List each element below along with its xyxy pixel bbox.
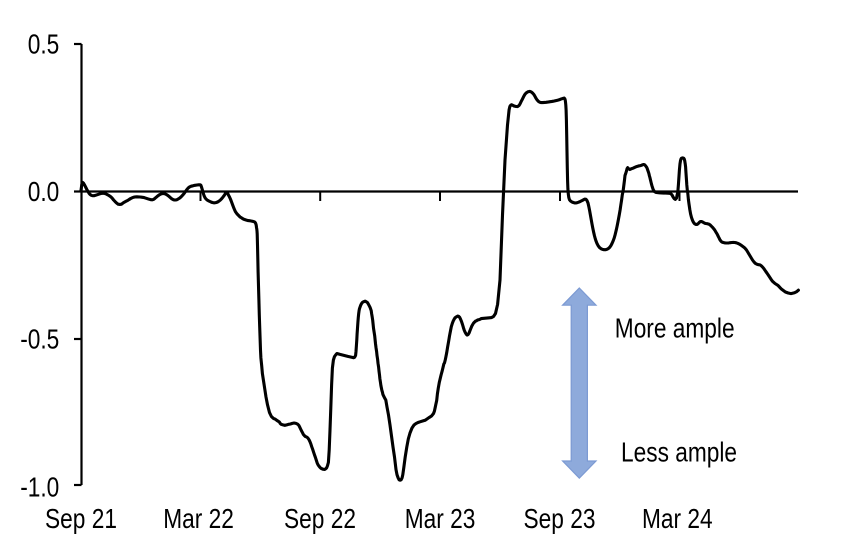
svg-text:Sep 22: Sep 22 — [284, 504, 356, 535]
svg-text:-1.0: -1.0 — [20, 472, 59, 503]
svg-text:More ample: More ample — [615, 313, 735, 344]
svg-text:Less ample: Less ample — [621, 437, 737, 468]
svg-text:0.5: 0.5 — [28, 29, 60, 60]
svg-text:Sep 21: Sep 21 — [45, 504, 117, 535]
svg-text:Mar 24: Mar 24 — [642, 504, 713, 535]
svg-text:Sep 23: Sep 23 — [524, 504, 596, 535]
svg-text:-0.5: -0.5 — [20, 324, 59, 355]
svg-text:Mar 22: Mar 22 — [163, 504, 234, 535]
svg-text:0.0: 0.0 — [28, 177, 60, 208]
svg-text:Mar 23: Mar 23 — [405, 504, 476, 535]
